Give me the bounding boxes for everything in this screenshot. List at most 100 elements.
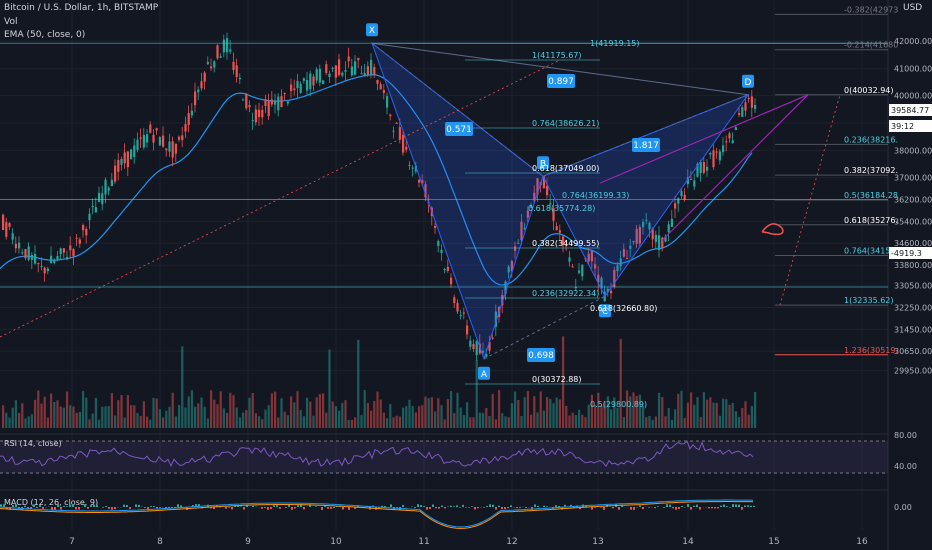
macd-histogram-bar: [654, 507, 656, 509]
volume-bar: [584, 417, 587, 428]
macd-histogram-bar: [147, 507, 149, 510]
macd-histogram-bar: [666, 504, 668, 507]
candle-body: [728, 133, 731, 139]
candle-body: [213, 61, 216, 68]
point-badge-a: [478, 366, 490, 380]
volume-bar: [184, 407, 187, 428]
ratio-label: 0.698: [528, 351, 554, 361]
volume-bar: [133, 405, 136, 428]
volume-bar: [478, 412, 481, 428]
macd-histogram-bar: [618, 507, 620, 510]
macd-histogram-bar: [675, 507, 677, 510]
macd-histogram-bar: [639, 505, 641, 507]
volume-bar: [376, 391, 379, 428]
candle-body: [405, 146, 408, 150]
macd-histogram-bar: [477, 507, 479, 509]
macd-histogram-bar: [525, 507, 527, 509]
macd-histogram-bar: [579, 507, 581, 510]
candle-body: [325, 64, 328, 73]
volume-bar: [542, 410, 545, 428]
volume-bar: [146, 416, 149, 428]
pattern-bd: [542, 94, 749, 177]
candle-body: [197, 89, 200, 93]
candle-body: [229, 49, 232, 52]
candle-body: [203, 72, 206, 82]
volume-bar: [680, 390, 683, 428]
candle-body: [30, 254, 33, 260]
candle-body: [450, 277, 453, 285]
volume-bar: [232, 395, 235, 428]
macd-histogram-bar: [396, 507, 398, 508]
pattern-ac: [483, 295, 606, 360]
volume-bar: [142, 401, 145, 428]
volume-bar: [139, 415, 142, 428]
volume-bar: [251, 392, 254, 428]
macd-histogram-bar: [669, 504, 671, 507]
macd-histogram-bar: [510, 505, 512, 507]
macd-histogram-bar: [633, 507, 635, 510]
candle-body: [306, 80, 309, 91]
x-tick-label: 15: [768, 537, 779, 547]
macd-histogram-bar: [690, 507, 692, 510]
volume-bar: [75, 412, 78, 428]
volume-bar: [78, 411, 81, 428]
volume-bar: [53, 401, 56, 428]
rsi-tick: 80.00: [894, 431, 917, 440]
volume-bar: [360, 414, 363, 428]
volume-bar: [725, 399, 728, 428]
volume-bar: [443, 419, 446, 428]
macd-histogram-bar: [564, 504, 566, 507]
macd-histogram-bar: [33, 504, 35, 507]
candle-body: [120, 158, 123, 165]
macd-histogram-bar: [267, 507, 269, 510]
volume-bar: [168, 406, 171, 428]
candle-body: [293, 88, 296, 91]
volume-bar: [347, 419, 350, 428]
candle-body: [718, 151, 721, 161]
macd-histogram-bar: [231, 507, 233, 510]
macd-histogram-bar: [474, 507, 476, 510]
volume-bar: [568, 415, 571, 428]
candle-body: [411, 167, 414, 169]
candle-body: [619, 258, 622, 267]
candle-body: [46, 268, 49, 272]
fib-left-label: 0.382(34499.55): [532, 239, 599, 248]
volume-bar: [187, 396, 190, 428]
volume-bar: [82, 390, 85, 428]
price-tick-label: 35400.00: [894, 217, 932, 226]
volume-bar: [194, 406, 197, 428]
macd-histogram-bar: [507, 507, 509, 509]
x-tick-label: 12: [506, 537, 517, 547]
volume-bar: [731, 403, 734, 428]
macd-histogram-bar: [591, 507, 593, 510]
macd-histogram-bar: [423, 506, 425, 507]
macd-histogram-bar: [501, 507, 503, 510]
macd-histogram-bar: [750, 505, 752, 507]
macd-histogram-bar: [159, 507, 161, 508]
point-label-a: A: [481, 370, 488, 380]
macd-histogram-bar: [414, 507, 416, 508]
volume-bar: [648, 415, 651, 428]
candle-body: [34, 254, 37, 264]
candle-body: [190, 110, 193, 116]
macd-histogram-bar: [402, 504, 404, 507]
fib-bc-label: 0.764(36199.33): [562, 191, 629, 200]
macd-histogram-bar: [279, 507, 281, 509]
candle-body: [696, 163, 699, 177]
volume-bar: [398, 416, 401, 428]
candle-body: [114, 165, 117, 182]
candle-body: [715, 151, 718, 153]
volume-bar: [498, 390, 501, 428]
candle-body: [309, 73, 312, 89]
volume-bar: [395, 415, 398, 428]
point-badge-c: [599, 304, 611, 318]
candle-body: [296, 80, 299, 89]
candle-body: [549, 203, 552, 205]
macd-histogram-bar: [123, 504, 125, 507]
macd-histogram-bar: [90, 505, 92, 507]
volume-bar: [203, 406, 206, 428]
candle-body: [638, 227, 641, 244]
fib-right-label: 1(32335.62): [844, 296, 894, 305]
candle-body: [146, 134, 149, 143]
